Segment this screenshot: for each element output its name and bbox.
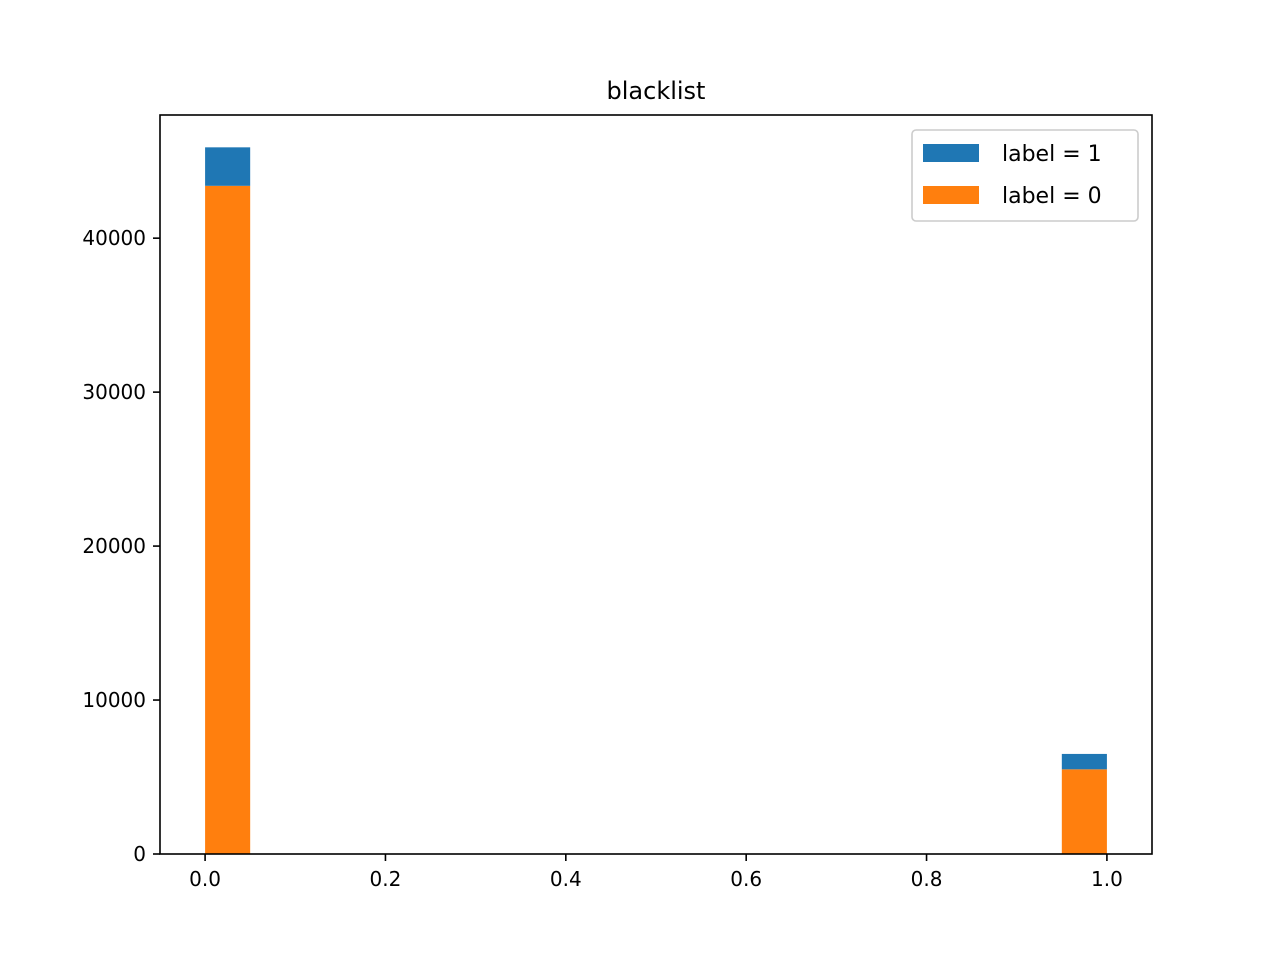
bar-bin1-series1 (1061, 753, 1107, 770)
bar-group (205, 147, 1107, 855)
x-tick-label: 0.4 (550, 867, 582, 891)
x-tick-label: 0.2 (370, 867, 402, 891)
x-tick-label: 1.0 (1091, 867, 1123, 891)
bar-bin0-series1 (205, 147, 251, 186)
y-tick-label: 40000 (82, 226, 146, 250)
bar-bin1-series0 (1061, 769, 1107, 854)
y-tick-label: 30000 (82, 380, 146, 404)
x-tick-label: 0.0 (189, 867, 221, 891)
bar-bin0-series0 (205, 185, 251, 855)
x-tick-label: 0.6 (730, 867, 762, 891)
y-tick-label: 0 (133, 842, 146, 866)
legend-label: label = 1 (1002, 142, 1102, 167)
y-tick-label: 10000 (82, 688, 146, 712)
legend-label: label = 0 (1002, 184, 1102, 209)
plot-frame (159, 114, 1153, 855)
y-tick-label: 20000 (82, 534, 146, 558)
x-tick-label: 0.8 (911, 867, 943, 891)
y-axis: 0 10000 20000 30000 40000 (82, 226, 160, 866)
legend[interactable]: label = 1 label = 0 (911, 129, 1139, 222)
chart-title: blacklist (607, 77, 706, 105)
x-axis: 0.0 0.2 0.4 0.6 0.8 1.0 (189, 854, 1123, 891)
legend-swatch (923, 144, 979, 162)
legend-swatch (923, 186, 979, 204)
